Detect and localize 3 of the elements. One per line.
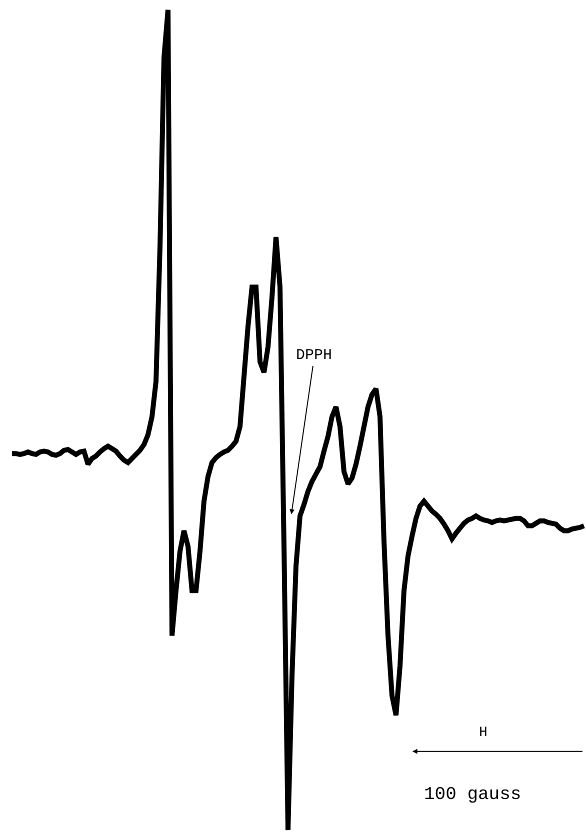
annotation: H	[479, 725, 488, 741]
annotation: 100 gauss	[424, 785, 522, 805]
annotation: DPPH	[296, 347, 332, 364]
